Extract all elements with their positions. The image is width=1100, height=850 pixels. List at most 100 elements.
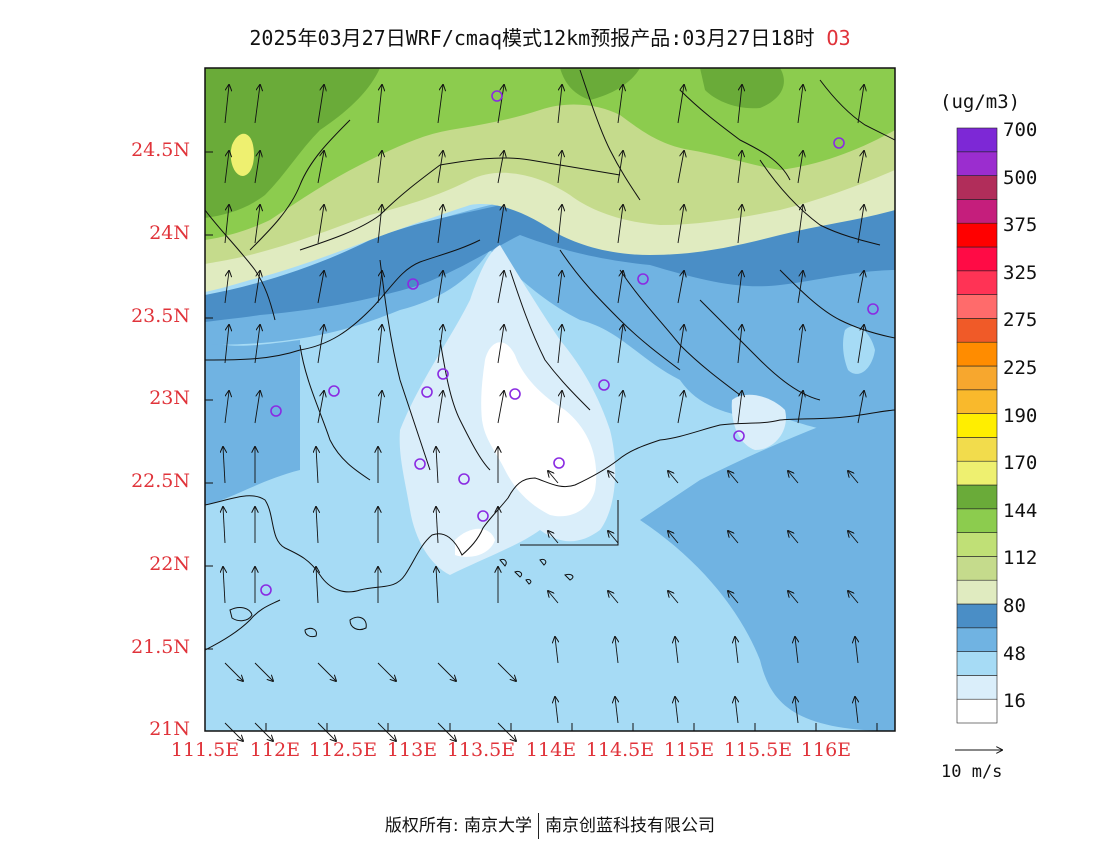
colorbar-swatch bbox=[956, 603, 998, 629]
wind-arrow bbox=[857, 151, 864, 184]
wind-arrow bbox=[795, 697, 798, 724]
colorbar-label: 170 bbox=[1003, 452, 1038, 475]
wind-arrow bbox=[795, 637, 798, 664]
wind-arrow bbox=[437, 325, 443, 364]
station-marker bbox=[437, 368, 449, 380]
wind-arrow bbox=[317, 205, 324, 244]
wind-arrow bbox=[254, 662, 273, 681]
station-marker bbox=[833, 137, 845, 149]
wind-arrow bbox=[728, 531, 739, 544]
wind-arrow bbox=[857, 85, 864, 124]
wind-arrow bbox=[608, 591, 619, 604]
colorbar-swatch bbox=[956, 698, 998, 724]
wind-arrow bbox=[797, 271, 803, 304]
wind-arrow bbox=[497, 271, 504, 304]
title-main: 2025年03月27日WRF/cmaq模式12km预报产品:03月27日18时 bbox=[249, 26, 815, 50]
colorbar-swatch bbox=[956, 532, 998, 557]
station-marker bbox=[414, 458, 426, 470]
wind-arrow bbox=[377, 325, 382, 364]
station-marker bbox=[867, 303, 879, 315]
wind-arrow bbox=[497, 325, 504, 364]
wind-arrow bbox=[437, 85, 443, 124]
wind-arrow bbox=[848, 591, 859, 604]
wind-arrow bbox=[497, 205, 504, 244]
wind-arrow bbox=[668, 531, 679, 544]
wind-arrow bbox=[617, 151, 623, 184]
wind-arrow bbox=[497, 85, 504, 124]
concentration-field bbox=[205, 68, 895, 731]
colorbar-swatch bbox=[956, 556, 998, 581]
wind-arrow bbox=[617, 271, 623, 304]
lon-label-112: 112E bbox=[249, 739, 301, 761]
wind-arrow bbox=[224, 151, 229, 184]
colorbar-label: 190 bbox=[1003, 404, 1038, 427]
wind-arrow bbox=[857, 391, 864, 424]
lon-label-115: 115E bbox=[663, 739, 715, 761]
wind-arrow bbox=[737, 151, 742, 184]
wind-arrow bbox=[848, 471, 859, 484]
colorbar-label: 144 bbox=[1003, 499, 1038, 522]
lat-label-24-5: 24.5N bbox=[131, 139, 190, 161]
wind-arrow bbox=[224, 391, 229, 424]
wind-arrow bbox=[224, 205, 229, 244]
wind-arrow bbox=[437, 662, 456, 681]
wind-arrow bbox=[317, 151, 324, 184]
colorbar-label: 375 bbox=[1003, 214, 1038, 237]
wind-arrow bbox=[317, 722, 336, 741]
lat-label-22: 22N bbox=[149, 553, 190, 575]
wind-arrow bbox=[737, 325, 742, 364]
wind-arrow bbox=[557, 325, 562, 364]
colorbar-swatch bbox=[956, 389, 998, 414]
wind-arrow bbox=[316, 507, 318, 544]
wind-arrow bbox=[316, 447, 318, 484]
colorbar-swatch bbox=[956, 460, 998, 486]
colorbar-label: 48 bbox=[1003, 642, 1026, 665]
colorbar-swatch bbox=[956, 175, 998, 200]
station-marker bbox=[328, 385, 340, 397]
wind-arrow bbox=[377, 85, 382, 124]
lat-label-24: 24N bbox=[149, 222, 190, 244]
station-marker bbox=[637, 273, 649, 285]
wind-arrow bbox=[788, 591, 799, 604]
wind-arrow bbox=[254, 391, 260, 424]
lat-label-21-5: 21.5N bbox=[131, 636, 190, 658]
wind-arrow bbox=[377, 205, 382, 244]
colorbar bbox=[956, 127, 998, 724]
wind-arrow bbox=[224, 722, 243, 741]
wind-arrow bbox=[857, 205, 864, 244]
wind-arrow bbox=[557, 205, 562, 244]
colorbar-swatch bbox=[956, 318, 998, 343]
wind-arrow bbox=[436, 447, 438, 484]
colorbar-swatch bbox=[956, 294, 998, 319]
wind-arrow bbox=[617, 391, 623, 424]
wind-arrow bbox=[497, 662, 516, 681]
colorbar-swatch bbox=[956, 579, 998, 605]
wind-arrow bbox=[224, 85, 229, 124]
wind-arrow bbox=[617, 325, 623, 364]
colorbar-swatch bbox=[956, 270, 998, 295]
colorbar-label: 225 bbox=[1003, 357, 1038, 379]
wind-arrow bbox=[788, 471, 799, 484]
wind-arrow bbox=[557, 85, 562, 124]
wind-arrow bbox=[254, 722, 273, 741]
wind-arrow bbox=[857, 325, 864, 364]
wind-arrow bbox=[497, 722, 516, 741]
wind-arrow bbox=[797, 151, 803, 184]
colorbar-swatch bbox=[956, 151, 998, 176]
wind-arrow bbox=[254, 85, 260, 124]
lon-label-112-5: 112.5E bbox=[308, 739, 378, 761]
wind-arrow bbox=[728, 471, 739, 484]
lon-label-113: 113E bbox=[386, 739, 438, 761]
wind-arrow bbox=[617, 85, 623, 124]
scale-label: 10 m/s bbox=[941, 762, 1003, 782]
wind-arrow bbox=[254, 271, 260, 304]
copyright-right: 南京创蓝科技有限公司 bbox=[545, 816, 716, 836]
lat-label-23-5: 23.5N bbox=[131, 305, 190, 327]
colorbar-swatch bbox=[956, 246, 998, 272]
wind-arrow bbox=[377, 722, 396, 741]
wind-arrow bbox=[788, 531, 799, 544]
wind-arrow bbox=[857, 271, 864, 304]
monitoring-stations bbox=[260, 90, 879, 596]
wind-arrow bbox=[317, 325, 324, 364]
wind-arrow bbox=[855, 697, 858, 724]
